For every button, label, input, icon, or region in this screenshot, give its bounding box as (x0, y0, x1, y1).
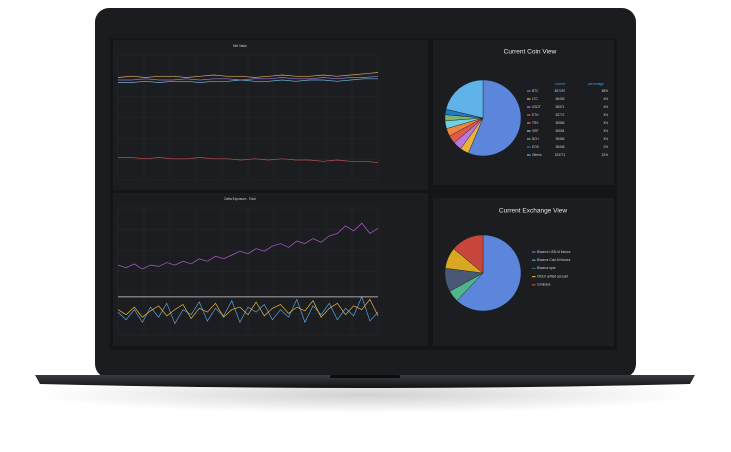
pie-slice (445, 79, 484, 119)
legend-percent: 3% (603, 137, 608, 141)
line-series (117, 222, 379, 270)
line-series (118, 78, 378, 83)
notch (330, 375, 400, 378)
legend-label: XRP (532, 129, 539, 133)
legend-swatch (527, 98, 531, 100)
legend-value: 35446 (556, 145, 565, 149)
legend-value: 323771 (555, 153, 566, 157)
legend-swatch (527, 122, 531, 124)
legend-swatch (532, 284, 536, 286)
panel (113, 40, 428, 190)
panel-title: Delta Exposure - Total (224, 197, 256, 201)
line-series (117, 298, 379, 320)
line-series (118, 157, 379, 163)
legend-percent: 22% (602, 153, 609, 157)
legend-label: Binance spot (537, 266, 556, 270)
legend-percent: 4% (603, 97, 608, 101)
legend-label: USDT (532, 105, 541, 109)
legend-label: TRX (532, 121, 539, 125)
legend-value: 56453 (556, 97, 565, 101)
panel-title: Current Exchange View (499, 208, 567, 215)
legend-label: Coinbase (537, 283, 551, 287)
legend-swatch (527, 146, 531, 148)
laptop-base (35, 375, 695, 388)
legend-value: 50565 (556, 121, 565, 125)
legend-percent: 4% (603, 105, 608, 109)
legend-swatch (532, 267, 536, 269)
line-series (117, 295, 379, 325)
legend-label: Binance Coin-M futures (537, 258, 571, 262)
legend-label: OKEX unified account (537, 274, 568, 278)
legend-label: ETH (532, 113, 539, 117)
legend-swatch (527, 138, 531, 140)
legend-label: EOS (532, 145, 539, 149)
legend-swatch (527, 106, 531, 108)
legend-value: 56371 (556, 105, 565, 109)
column-header: percentage (588, 82, 604, 86)
legend-value: 50654 (556, 129, 565, 133)
line-series (117, 72, 379, 78)
legend-swatch (532, 251, 536, 253)
legend-label: LTC (532, 97, 538, 101)
legend-label: BCH (532, 137, 539, 141)
pie-slice (453, 234, 484, 274)
line-series (118, 75, 379, 81)
legend-swatch (532, 259, 536, 261)
legend-label: BTC (532, 89, 539, 93)
legend-percent: 3% (603, 113, 608, 117)
legend-value: 857297 (555, 89, 566, 93)
legend-swatch (527, 130, 531, 132)
legend-label: Binance USD-M futures (537, 250, 571, 254)
legend-label: Others (532, 153, 542, 157)
legend-swatch (527, 114, 531, 116)
panel-title: Net Value (233, 44, 247, 48)
legend-percent: 3% (603, 129, 608, 133)
pie-slice (456, 234, 522, 312)
column-header: current (555, 82, 565, 86)
panel-title: Current Coin View (504, 49, 557, 56)
legend-value: 39465 (556, 137, 565, 141)
legend-percent: 3% (603, 121, 608, 125)
legend-swatch (532, 276, 536, 278)
legend-swatch (527, 154, 531, 156)
legend-value: 52772 (556, 113, 565, 117)
panel (113, 193, 428, 346)
legend-percent: 58% (602, 89, 609, 93)
legend-percent: 2% (603, 145, 608, 149)
legend-swatch (527, 90, 531, 92)
pie-slice (468, 79, 522, 157)
